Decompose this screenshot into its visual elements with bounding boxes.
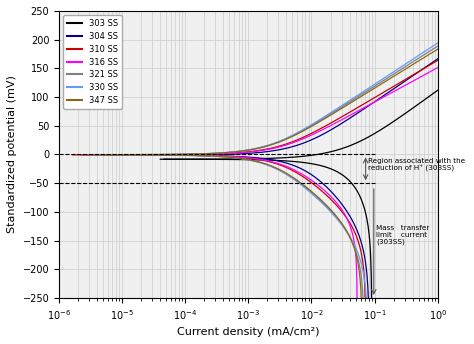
Text: Region associated with the
reduction of H⁺ (303SS): Region associated with the reduction of …: [368, 158, 465, 172]
Text: Mass   transfer
limit    current
(303SS): Mass transfer limit current (303SS): [376, 225, 429, 245]
X-axis label: Current density (mA/cm²): Current density (mA/cm²): [177, 327, 319, 337]
Y-axis label: Standardized potential (mV): Standardized potential (mV): [7, 76, 17, 233]
Legend: 303 SS, 304 SS, 310 SS, 316 SS, 321 SS, 330 SS, 347 SS: 303 SS, 304 SS, 310 SS, 316 SS, 321 SS, …: [63, 15, 122, 109]
